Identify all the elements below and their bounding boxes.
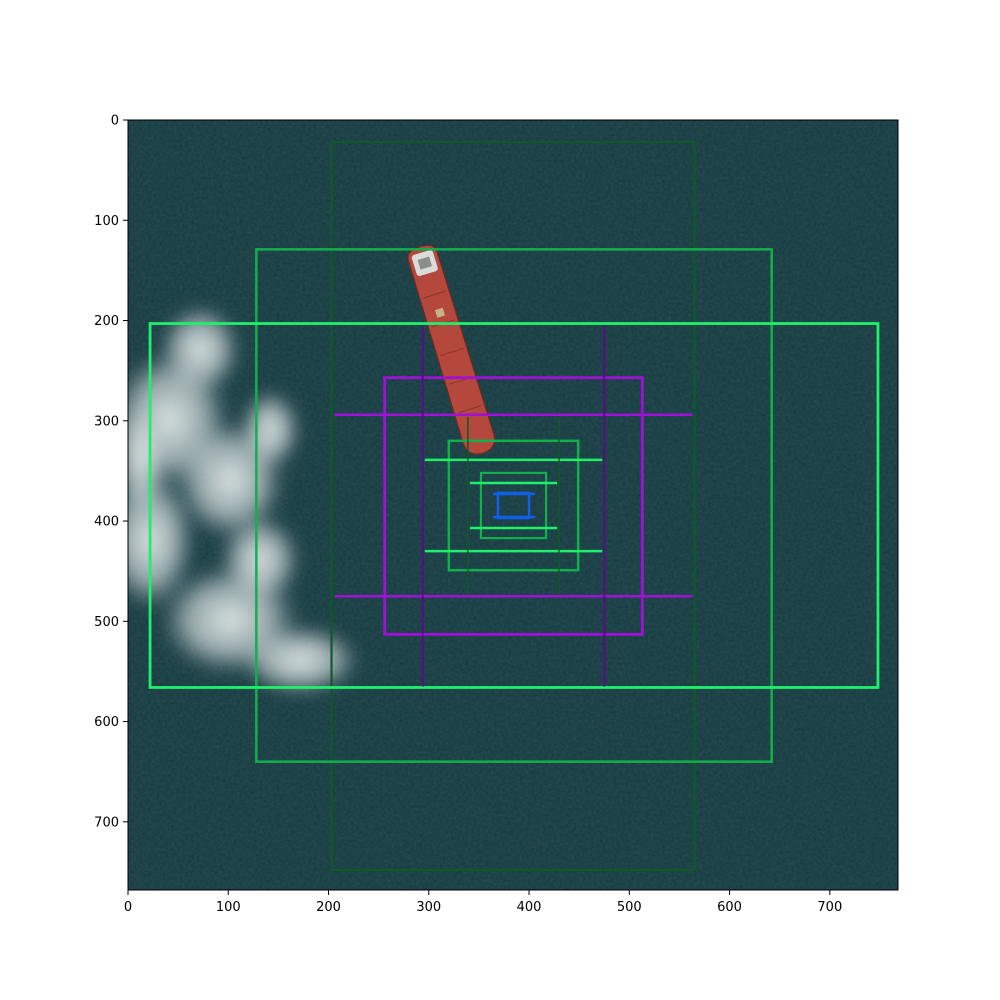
y-tick-label: 700 xyxy=(94,815,119,830)
x-tick-label: 0 xyxy=(124,900,132,915)
box-dark-green-large xyxy=(330,140,696,872)
ship xyxy=(407,244,496,455)
y-tick-label: 400 xyxy=(94,515,119,530)
y-tick-label: 200 xyxy=(94,314,119,329)
x-tick-label: 200 xyxy=(316,900,341,915)
box-green-outer xyxy=(255,248,773,763)
x-tick-label: 300 xyxy=(416,900,441,915)
box-purple-mid xyxy=(383,376,644,636)
box-bright-green-wide xyxy=(148,322,880,689)
y-tick-label: 300 xyxy=(94,414,119,429)
x-axis: 0 100 200 300 400 500 600 700 xyxy=(124,890,842,915)
satellite-image xyxy=(128,120,898,890)
x-tick-label: 400 xyxy=(517,900,542,915)
axes-frame xyxy=(127,119,899,891)
x-tick-label: 100 xyxy=(216,900,241,915)
y-axis: 0 100 200 300 400 500 600 700 xyxy=(94,114,128,830)
y-tick-label: 100 xyxy=(94,214,119,229)
y-tick-label: 0 xyxy=(111,114,119,129)
y-tick-label: 500 xyxy=(94,615,119,630)
x-tick-label: 700 xyxy=(817,900,842,915)
x-tick-label: 600 xyxy=(717,900,742,915)
annotations xyxy=(148,140,880,872)
y-tick-label: 600 xyxy=(94,715,119,730)
box-green-small xyxy=(479,471,548,540)
box-green-inner xyxy=(447,439,580,572)
x-tick-label: 500 xyxy=(617,900,642,915)
